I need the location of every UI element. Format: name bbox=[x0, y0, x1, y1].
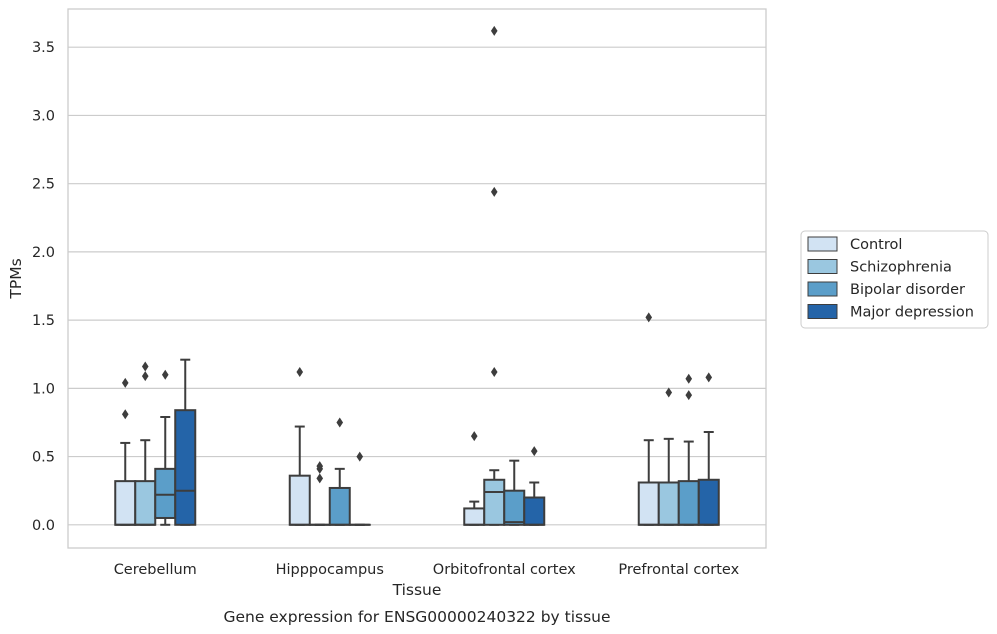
y-tick-label: 3.0 bbox=[32, 108, 55, 124]
outlier-point bbox=[121, 377, 129, 388]
box-iqr bbox=[697, 478, 720, 526]
legend-frame bbox=[800, 230, 989, 329]
outlier-point bbox=[296, 366, 304, 377]
y-tick-label: 1.5 bbox=[32, 313, 55, 329]
box-bipolar-disorder bbox=[154, 369, 177, 526]
box-control bbox=[463, 431, 486, 526]
box-iqr bbox=[114, 480, 137, 526]
y-tick-label: 0.0 bbox=[32, 518, 55, 534]
box-major-depression bbox=[523, 446, 546, 526]
box-bipolar-disorder bbox=[328, 417, 351, 526]
box-iqr bbox=[637, 481, 660, 526]
legend-swatch bbox=[807, 281, 838, 297]
legend-label: Major depression bbox=[850, 305, 974, 321]
legend-swatch bbox=[807, 236, 838, 252]
legend-label: Schizophrenia bbox=[850, 260, 952, 276]
outlier-point bbox=[685, 373, 693, 384]
box-control bbox=[288, 366, 311, 526]
outlier-point bbox=[645, 312, 653, 323]
box-schizophrenia bbox=[308, 461, 331, 526]
y-tick-label: 3.5 bbox=[32, 40, 55, 56]
x-tick-label: Prefrontal cortex bbox=[618, 562, 739, 578]
outlier-point bbox=[356, 451, 364, 462]
outlier-point bbox=[336, 417, 344, 428]
box-plot-groups bbox=[114, 25, 720, 526]
outlier-point bbox=[161, 369, 169, 380]
x-axis-label: Tissue bbox=[392, 581, 442, 599]
box-major-depression bbox=[174, 358, 197, 526]
box-control bbox=[637, 312, 660, 526]
x-tick-label: Hipppocampus bbox=[276, 562, 384, 578]
y-axis-ticks: 0.0 0.5 1.0 1.5 2.0 2.5 3.0 3.5 bbox=[32, 40, 55, 534]
legend-swatch bbox=[807, 304, 838, 319]
outlier-point bbox=[121, 409, 129, 420]
outlier-point bbox=[141, 361, 149, 372]
box-iqr bbox=[174, 409, 197, 526]
legend-swatch bbox=[807, 259, 838, 274]
box-bipolar-disorder bbox=[503, 459, 526, 526]
outlier-point bbox=[530, 446, 538, 457]
box-major-depression bbox=[348, 451, 371, 526]
outlier-point bbox=[685, 390, 693, 401]
outlier-point bbox=[470, 431, 478, 442]
x-tick-label: Cerebellum bbox=[114, 562, 197, 578]
box-bipolar-disorder bbox=[677, 373, 700, 526]
outlier-point bbox=[490, 25, 498, 36]
chart-caption: Gene expression for ENSG00000240322 by t… bbox=[223, 608, 610, 626]
box-iqr bbox=[154, 467, 177, 519]
outlier-point bbox=[490, 186, 498, 197]
x-tick-label: Orbitofrontal cortex bbox=[433, 562, 576, 578]
box-iqr bbox=[657, 481, 680, 526]
box-iqr bbox=[677, 480, 700, 526]
y-tick-label: 2.5 bbox=[32, 177, 55, 193]
outlier-point bbox=[665, 387, 673, 398]
grid-lines bbox=[68, 46, 766, 526]
outlier-point bbox=[705, 372, 713, 383]
outlier-point bbox=[141, 371, 149, 382]
y-tick-label: 1.0 bbox=[32, 381, 55, 397]
legend-label: Bipolar disorder bbox=[850, 282, 965, 298]
box-iqr bbox=[463, 507, 486, 526]
legend: Control Schizophrenia Bipolar disorder Majo… bbox=[800, 230, 989, 329]
box-schizophrenia bbox=[134, 361, 157, 526]
box-iqr bbox=[483, 478, 506, 526]
y-axis-label: TPMs bbox=[7, 258, 25, 299]
box-iqr bbox=[328, 486, 351, 526]
y-tick-label: 2.0 bbox=[32, 245, 55, 261]
x-axis-ticks: Cerebellum Hipppocampus Orbitofrontal cort… bbox=[114, 562, 740, 578]
box-iqr bbox=[134, 480, 157, 526]
box-schizophrenia bbox=[483, 25, 506, 526]
outlier-point bbox=[316, 461, 324, 472]
box-control bbox=[114, 377, 137, 526]
box-iqr bbox=[523, 496, 546, 526]
outlier-point bbox=[316, 473, 324, 484]
box-iqr bbox=[288, 474, 311, 526]
box-major-depression bbox=[697, 372, 720, 526]
y-tick-label: 0.5 bbox=[32, 450, 55, 466]
plot-frame bbox=[67, 8, 767, 549]
box-iqr bbox=[503, 489, 526, 526]
legend-label: Control bbox=[850, 237, 902, 253]
outlier-point bbox=[490, 366, 498, 377]
